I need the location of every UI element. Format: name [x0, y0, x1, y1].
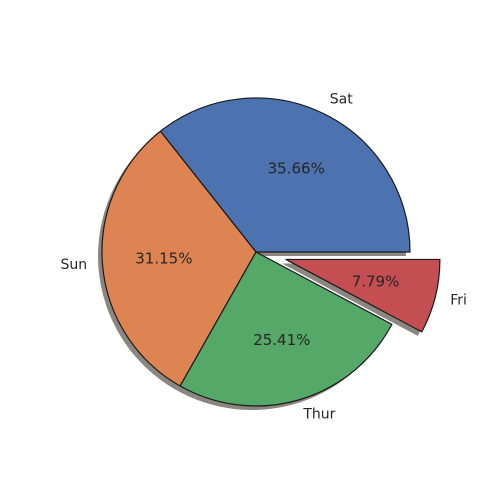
- slice-label-fri: Fri: [450, 293, 467, 309]
- pie-slice-thur: [179, 251, 393, 407]
- slice-label-sat: Sat: [330, 92, 353, 108]
- pie-slice-sat: [159, 97, 411, 253]
- pie-slice-sun: [101, 130, 257, 387]
- pie-label-layer: Sat 35.66% Sun 31.15% Thur 25.41% Fri 7.79%: [60, 92, 466, 423]
- slice-percent-fri: 7.79%: [352, 272, 400, 290]
- pie-slice-fri: [285, 258, 441, 333]
- slice-percent-sun: 31.15%: [135, 250, 192, 268]
- pie-slice-layer: [101, 97, 441, 407]
- slice-percent-sat: 35.66%: [268, 159, 325, 177]
- slice-percent-thur: 25.41%: [253, 331, 310, 349]
- slice-label-thur: Thur: [302, 407, 335, 423]
- slice-label-sun: Sun: [60, 257, 87, 273]
